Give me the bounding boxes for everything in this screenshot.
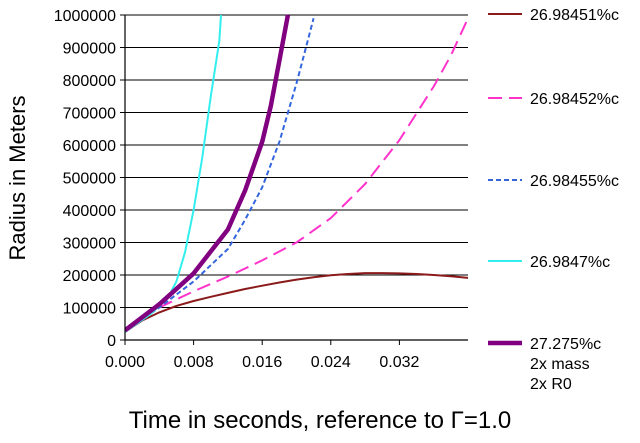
x-axis-label: Time in seconds, reference to Γ=1.0 [129,407,512,434]
series-line-1 [125,272,468,333]
y-tick-label: 800000 [63,73,116,90]
y-tick-label: 100000 [63,301,116,318]
y-tick-label: 1000000 [54,8,116,25]
series-lines [125,14,468,333]
y-tick-label: 700000 [63,106,116,123]
series-line-3 [125,18,315,333]
legend-entry-5: 27.275%c 2x mass 2x R0 [530,336,601,393]
x-tick-label: 0.032 [379,354,419,371]
x-tick-label: 0.024 [311,354,351,371]
series-line-2 [125,17,468,333]
series-line-4 [125,14,222,333]
x-tick-labels: 0.000 0.008 0.016 0.024 0.032 [105,354,420,371]
series-line-5 [125,14,291,333]
y-tick-label: 400000 [63,203,116,220]
legend-entry-3: 26.98455%c [530,173,619,190]
y-tick-label: 500000 [63,171,116,188]
axes [120,14,468,345]
legend-entry-1: 26.98451%c [530,7,619,24]
y-axis-label: Radius in Meters [5,95,30,260]
y-tick-label: 900000 [63,41,116,58]
y-tick-label: 600000 [63,138,116,155]
y-tick-label: 300000 [63,236,116,253]
y-tick-label: 0 [107,333,116,350]
x-tick-label: 0.000 [105,354,145,371]
legend: 26.98451%c 26.98452%c 26.98455%c 26.9847%c 2… [488,7,619,393]
y-tick-labels: 0 100000 200000 300000 400000 500000 600000 700… [54,8,116,350]
y-tick-label: 200000 [63,268,116,285]
grid-lines [125,14,468,308]
legend-entry-2: 26.98452%c [530,91,619,108]
x-tick-label: 0.008 [174,354,214,371]
x-tick-label: 0.016 [242,354,282,371]
legend-entry-4: 26.9847%c [530,254,610,271]
